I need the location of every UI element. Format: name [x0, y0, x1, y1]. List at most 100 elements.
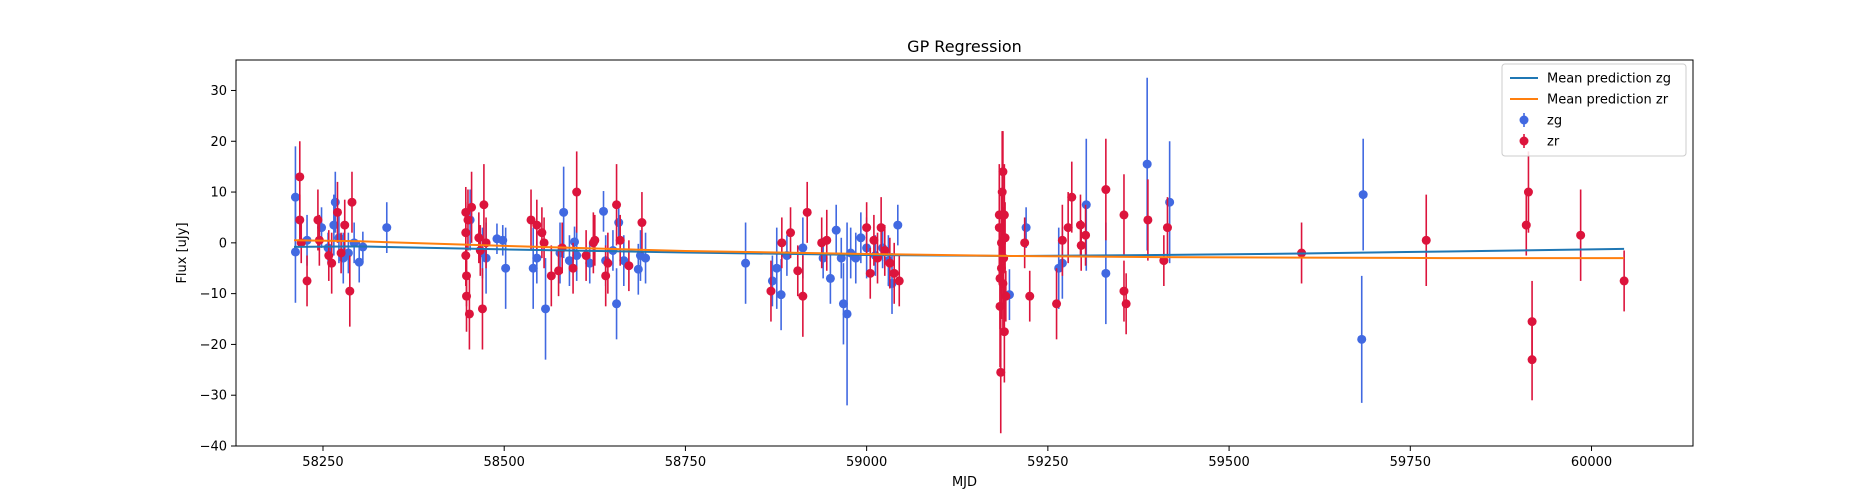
data-point-zr: [478, 304, 487, 313]
data-point-zr: [337, 249, 346, 258]
data-point-zr: [1076, 221, 1085, 230]
data-point-zr: [590, 236, 599, 245]
y-tick-label: 30: [210, 84, 227, 99]
data-point-zr: [327, 259, 336, 268]
data-point-zg: [541, 304, 550, 313]
data-point-zr: [1528, 355, 1537, 364]
data-point-zr: [1119, 287, 1128, 296]
data-point-zg: [798, 243, 807, 252]
data-point-zg: [843, 309, 852, 318]
data-point-zr: [547, 271, 556, 280]
data-point-zr: [885, 259, 894, 268]
data-point-zr: [1122, 299, 1131, 308]
data-point-zg: [634, 265, 643, 274]
data-point-zr: [869, 236, 878, 245]
y-tick-label: −40: [200, 440, 227, 455]
data-point-zr: [479, 200, 488, 209]
data-point-zr: [1524, 188, 1533, 197]
data-point-zr: [890, 269, 899, 278]
data-point-zr: [347, 198, 356, 207]
data-point-zr: [786, 228, 795, 237]
data-point-zg: [291, 247, 300, 256]
legend-marker-zg: [1520, 116, 1529, 125]
data-point-zr: [1143, 215, 1152, 224]
data-point-zg: [641, 254, 650, 263]
data-point-zr: [1163, 223, 1172, 232]
data-point-zr: [295, 172, 304, 181]
legend-label-mean-prediction-zg: Mean prediction zg: [1547, 72, 1671, 87]
legend-label-mean-prediction-zr: Mean prediction zr: [1547, 93, 1669, 108]
data-point-zr: [345, 287, 354, 296]
data-point-zr: [1522, 221, 1531, 230]
data-point-zg: [856, 233, 865, 242]
data-point-zg: [826, 274, 835, 283]
data-point-zr: [793, 266, 802, 275]
data-point-zg: [1165, 198, 1174, 207]
data-point-zr: [601, 271, 610, 280]
data-point-zr: [777, 238, 786, 247]
legend-label-zg: zg: [1547, 114, 1562, 129]
data-point-zr: [572, 188, 581, 197]
y-tick-label: 20: [210, 135, 227, 150]
data-point-zg: [529, 264, 538, 273]
y-tick-label: 0: [219, 236, 227, 251]
data-point-zr: [1081, 231, 1090, 240]
data-point-zg: [570, 237, 579, 246]
x-tick-label: 58750: [665, 455, 706, 470]
data-point-zr: [866, 269, 875, 278]
data-point-zr: [998, 167, 1007, 176]
data-point-zr: [1576, 231, 1585, 240]
data-point-zg: [893, 221, 902, 230]
legend: Mean prediction zg Mean prediction zr zg zr: [1502, 64, 1686, 156]
data-point-zr: [895, 276, 904, 285]
data-point-zr: [463, 215, 472, 224]
data-point-zr: [1528, 317, 1537, 326]
data-point-zr: [1000, 210, 1009, 219]
x-tick-label: 59250: [1027, 455, 1068, 470]
data-point-zr: [766, 287, 775, 296]
data-point-zr: [1422, 236, 1431, 245]
data-point-zr: [461, 251, 470, 260]
data-point-zg: [1143, 160, 1152, 169]
data-point-zr: [340, 221, 349, 230]
data-point-zg: [772, 264, 781, 273]
data-point-zr: [295, 215, 304, 224]
y-tick-label: −30: [200, 389, 227, 404]
data-point-zr: [1000, 327, 1009, 336]
x-tick-label: 59000: [846, 455, 887, 470]
data-point-zr: [569, 264, 578, 273]
data-point-zr: [1067, 193, 1076, 202]
chart-title: GP Regression: [907, 37, 1022, 56]
data-point-zr: [612, 200, 621, 209]
data-point-zr: [1001, 233, 1010, 242]
data-point-zr: [1101, 185, 1110, 194]
x-axis-label: MJD: [952, 475, 977, 490]
data-point-zr: [462, 292, 471, 301]
data-point-zr: [822, 236, 831, 245]
data-point-zg: [768, 276, 777, 285]
data-point-zg: [612, 299, 621, 308]
data-point-zr: [476, 246, 485, 255]
data-point-zg: [614, 218, 623, 227]
data-point-zg: [599, 207, 608, 216]
data-point-zr: [803, 208, 812, 217]
data-point-zr: [333, 208, 342, 217]
data-point-zr: [474, 233, 483, 242]
data-point-zg: [1101, 269, 1110, 278]
data-point-zr: [995, 223, 1004, 232]
data-point-zr: [303, 276, 312, 285]
data-point-zr: [1077, 241, 1086, 250]
data-point-zg: [355, 258, 364, 267]
data-point-zr: [532, 221, 541, 230]
data-point-zr: [537, 228, 546, 237]
data-point-zr: [998, 188, 1007, 197]
y-axis-label: Flux [uJy]: [175, 222, 190, 283]
data-point-zr: [996, 368, 1005, 377]
data-point-zg: [532, 254, 541, 263]
data-point-zg: [1359, 190, 1368, 199]
data-point-zr: [616, 236, 625, 245]
data-point-zg: [832, 226, 841, 235]
data-point-zr: [603, 259, 612, 268]
data-point-zr: [637, 218, 646, 227]
